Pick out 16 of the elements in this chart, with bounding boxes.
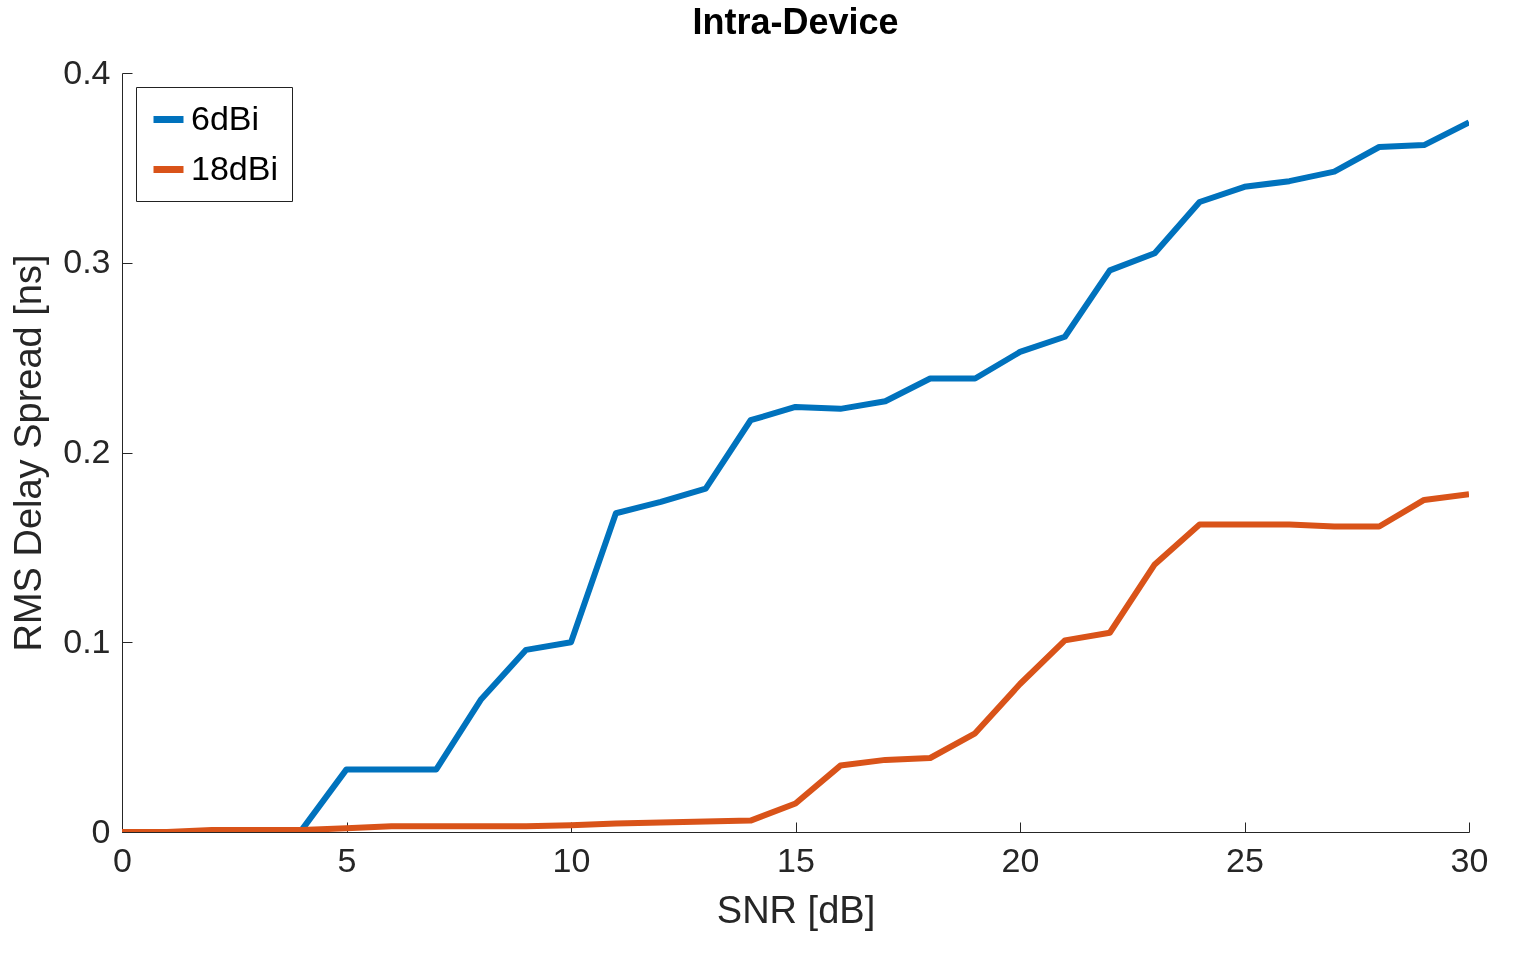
legend-label: 18dBi <box>191 148 278 187</box>
y-tick-label: 0 <box>91 811 111 850</box>
x-tick-label: 10 <box>552 840 591 879</box>
x-tick-label: 20 <box>1001 840 1040 879</box>
y-axis-title: RMS Delay Spread [ns] <box>7 254 50 652</box>
legend-label: 6dBi <box>191 98 260 137</box>
y-tick-label: 0.4 <box>63 52 111 91</box>
y-tick-label: 0.2 <box>63 432 111 470</box>
y-tick-label: 0.3 <box>63 242 111 281</box>
x-tick-label: 30 <box>1450 840 1489 879</box>
chart-title: Intra-Device <box>692 1 899 42</box>
y-tick-label: 0.1 <box>63 621 111 660</box>
x-tick-label: 15 <box>777 840 815 879</box>
x-tick-label: 25 <box>1226 840 1264 879</box>
x-tick-label: 5 <box>337 840 357 879</box>
x-axis-title: SNR [dB] <box>716 888 876 931</box>
